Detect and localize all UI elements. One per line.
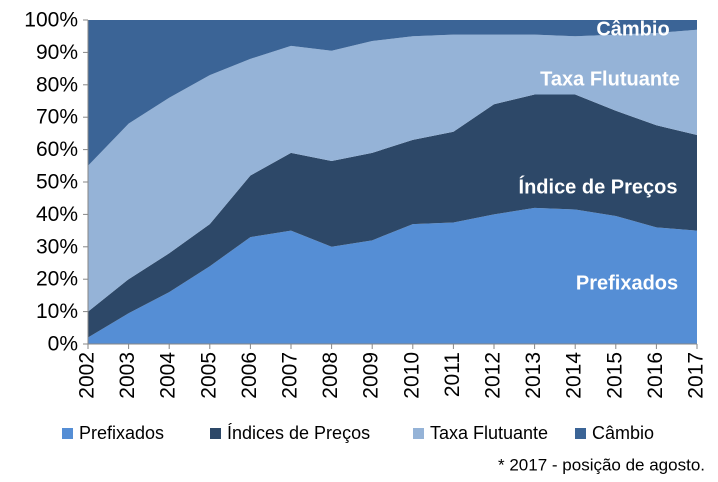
y-tick-label: 70% [36, 106, 78, 129]
x-tick-label: 2016 [644, 352, 667, 399]
x-tick-label: 2003 [116, 352, 139, 399]
x-tick-label: 2009 [360, 352, 383, 399]
area [88, 29, 697, 312]
legend-swatch [575, 428, 586, 439]
area-label: Índice de Preços [519, 175, 678, 198]
x-tick-label: 2012 [482, 352, 505, 399]
area-label: Prefixados [576, 272, 678, 294]
x-tick-label: 2014 [563, 352, 586, 399]
legend-label: Prefixados [79, 423, 164, 443]
y-tick-label: 100% [24, 9, 78, 32]
legend-label: Taxa Flutuante [430, 423, 548, 443]
y-tick-label: 30% [36, 235, 78, 258]
area-label: Taxa Flutuante [540, 68, 680, 90]
x-tick-label: 2006 [238, 352, 261, 399]
y-tick-label: 20% [36, 268, 78, 291]
area-label: Câmbio [596, 18, 669, 40]
footnote: * 2017 - posição de agosto. [498, 455, 705, 474]
x-tick-label: 2004 [157, 352, 180, 399]
legend-swatch [210, 428, 221, 439]
y-tick-label: 0% [48, 333, 78, 356]
x-tick-label: 2013 [522, 352, 545, 399]
legend-label: Índices de Preços [227, 423, 370, 443]
legend-label: Câmbio [592, 423, 654, 443]
x-tick-label: 2007 [279, 352, 302, 399]
area [88, 20, 697, 166]
y-tick-label: 90% [36, 41, 78, 64]
y-tick-label: 10% [36, 300, 78, 323]
y-tick-label: 60% [36, 138, 78, 161]
area [88, 94, 697, 338]
x-tick-label: 2002 [76, 352, 99, 399]
y-tick-label: 80% [36, 73, 78, 96]
legend-swatch [62, 428, 73, 439]
x-tick-label: 2015 [603, 352, 626, 399]
x-tick-label: 2010 [400, 352, 423, 399]
x-tick-label: 2017 [685, 352, 708, 399]
area [88, 207, 697, 344]
y-tick-label: 40% [36, 203, 78, 226]
y-tick-label: 50% [36, 171, 78, 194]
legend-swatch [413, 428, 424, 439]
x-tick-label: 2005 [197, 352, 220, 399]
x-tick-label: 2011 [441, 352, 464, 397]
x-tick-label: 2008 [319, 352, 342, 399]
